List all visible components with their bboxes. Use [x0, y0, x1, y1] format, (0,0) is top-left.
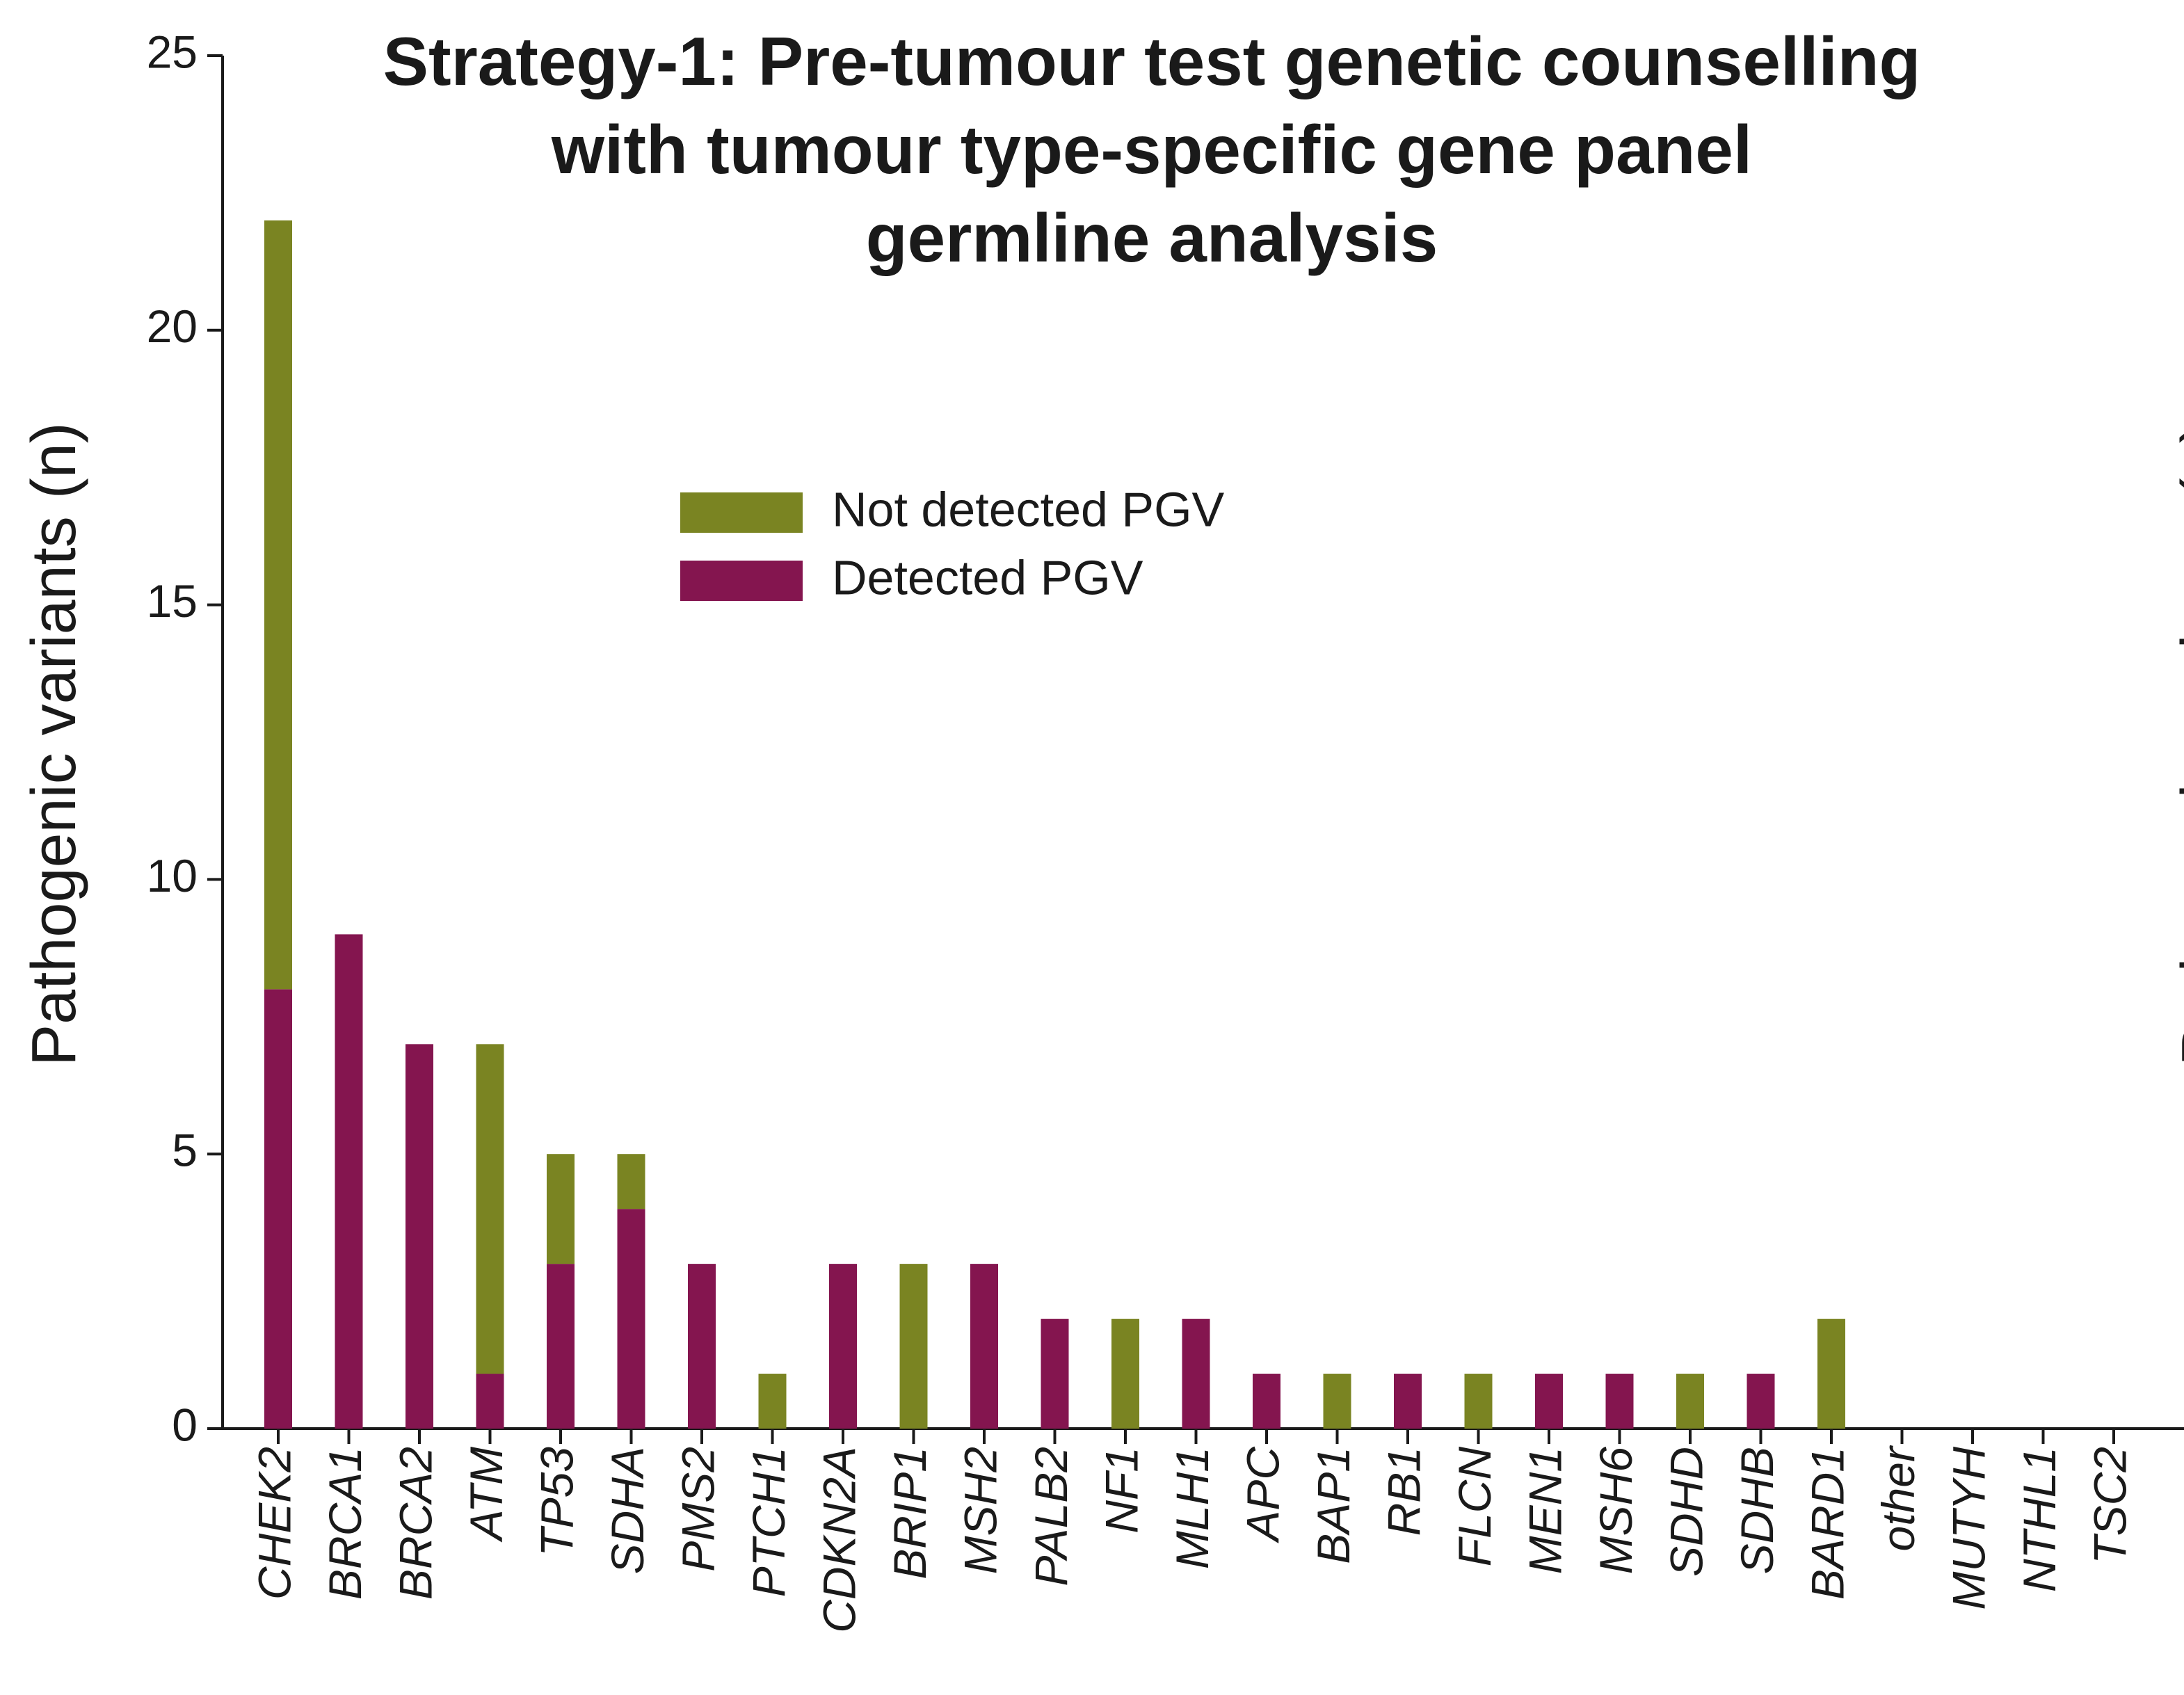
bar-segment	[547, 1154, 575, 1264]
x-tick-label: BRIP1	[884, 1447, 936, 1580]
x-tick-label: PTCH1	[743, 1447, 794, 1597]
x-tick-label: PMS2	[672, 1447, 723, 1572]
bar-segment	[1605, 1374, 1634, 1429]
x-tick-label: MUTYH	[1943, 1447, 1994, 1610]
bar-segment	[1464, 1374, 1493, 1429]
bar-segment	[899, 1264, 928, 1429]
x-tick-label: MLH1	[1166, 1447, 1218, 1569]
bar-segment	[1535, 1374, 1563, 1429]
x-tick-label: RB1	[1378, 1447, 1429, 1536]
x-tick-label: BAP1	[1308, 1447, 1359, 1564]
bar-segment	[1323, 1374, 1351, 1429]
x-tick-label: TSC2	[2084, 1447, 2135, 1564]
x-tick-label: MEN1	[1519, 1447, 1571, 1574]
bar-segment	[547, 1264, 575, 1429]
y-tick-label: 15	[147, 575, 198, 627]
bar-segment	[617, 1154, 645, 1210]
y-tick-label: 10	[147, 850, 198, 901]
y-tick-label: 5	[172, 1125, 198, 1176]
x-tick-label: ATM	[460, 1447, 512, 1543]
bar-segment	[264, 989, 292, 1429]
bar-segment	[970, 1264, 998, 1429]
right-y-axis-label: Pathogenic variants (n)	[2169, 422, 2184, 1066]
legend-label: Not detected PGV	[832, 482, 1225, 536]
bar-segment	[688, 1264, 716, 1429]
x-tick-label: other	[1872, 1445, 1924, 1551]
bar-segment	[335, 934, 363, 1429]
legend-label: Detected PGV	[832, 550, 1143, 604]
x-tick-label: MSH6	[1590, 1447, 1641, 1575]
bar-segment	[758, 1374, 787, 1429]
bar-segment	[1676, 1374, 1704, 1429]
legend-swatch	[680, 561, 803, 601]
bar-segment	[829, 1264, 857, 1429]
x-tick-label: SDHB	[1731, 1447, 1783, 1574]
bar-segment	[264, 220, 292, 990]
x-tick-label: MSH2	[954, 1447, 1006, 1574]
bar-segment	[1394, 1374, 1422, 1429]
x-tick-label: NF1	[1095, 1447, 1147, 1534]
bar-segment	[1253, 1374, 1280, 1429]
x-tick-label: BARD1	[1801, 1447, 1853, 1600]
chart-title: germline analysis	[866, 200, 1438, 276]
bar-segment	[1182, 1319, 1210, 1429]
x-tick-label: PALB2	[1025, 1447, 1077, 1586]
x-tick-label: BRCA1	[319, 1447, 371, 1600]
x-tick-label: NTHL1	[2014, 1447, 2065, 1592]
x-tick-label: APC	[1237, 1446, 1288, 1544]
bar-segment	[1817, 1319, 1845, 1429]
y-tick-label: 20	[147, 300, 198, 352]
x-tick-label: SDHD	[1660, 1447, 1712, 1577]
bar-segment	[476, 1374, 504, 1429]
x-tick-label: BRCA2	[390, 1447, 441, 1600]
bar-segment	[476, 1044, 504, 1374]
bar-segment	[1747, 1374, 1775, 1429]
y-tick-label: 0	[172, 1399, 198, 1450]
y-axis-label: Pathogenic variants (n)	[19, 422, 89, 1066]
bar-segment	[1111, 1319, 1139, 1429]
chart-title: Strategy-1: Pre-tumour test genetic coun…	[383, 23, 1921, 99]
legend-swatch	[680, 492, 803, 533]
y-tick-label: 25	[147, 26, 198, 77]
x-tick-label: CDKN2A	[813, 1447, 865, 1633]
bar-segment	[1041, 1319, 1069, 1429]
x-tick-label: CHEK2	[248, 1447, 300, 1600]
bar-segment	[617, 1209, 645, 1429]
chart-title: with tumour type-specific gene panel	[551, 111, 1752, 188]
bar-segment	[406, 1044, 433, 1429]
x-tick-label: TP53	[531, 1447, 582, 1557]
x-tick-label: SDHA	[602, 1447, 653, 1574]
x-tick-label: FLCN	[1449, 1447, 1500, 1567]
